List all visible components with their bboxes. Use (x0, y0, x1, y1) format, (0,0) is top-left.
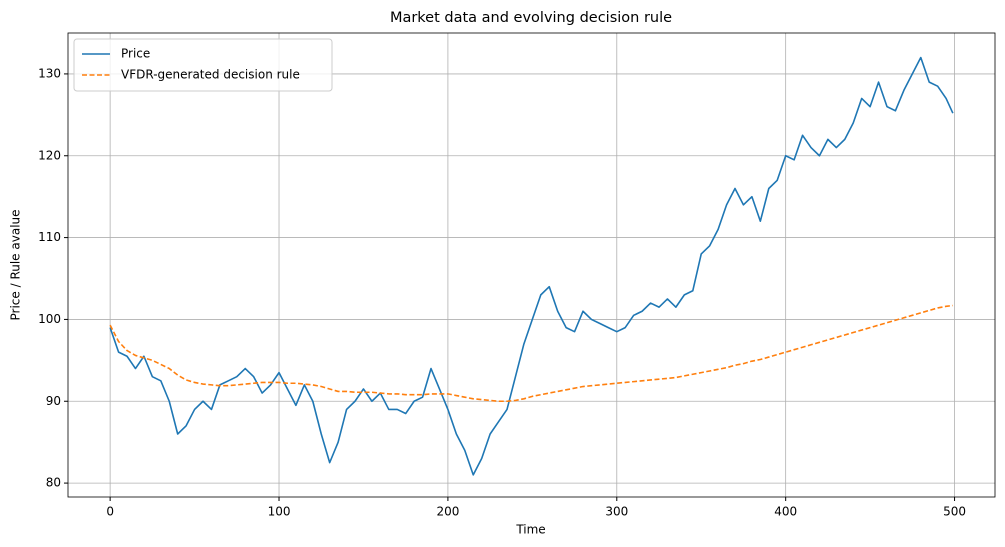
x-tick-label: 200 (436, 505, 459, 519)
legend: Price VFDR-generated decision rule (73, 38, 333, 92)
y-tick-label: 120 (38, 148, 61, 162)
y-tick-label: 90 (46, 394, 61, 408)
data-line (109, 56, 954, 476)
legend-box (73, 38, 333, 92)
y-tick-label: 130 (38, 66, 61, 80)
x-tick-label: 500 (943, 505, 966, 519)
y-tick-label: 80 (46, 476, 61, 490)
data-line (109, 304, 953, 403)
legend-label: VFDR-generated decision rule (121, 68, 300, 82)
legend-label: Price (121, 47, 150, 61)
plot-frame (67, 32, 996, 498)
x-tick-label: 0 (106, 505, 114, 519)
x-tick-label: 400 (774, 505, 797, 519)
y-axis-label: Price / Rule avalue (9, 209, 23, 320)
chart-title: Market data and evolving decision rule (390, 10, 672, 26)
y-tick-label: 110 (38, 230, 61, 244)
y-tick-label: 100 (38, 312, 61, 326)
x-axis-label: Time (515, 523, 545, 537)
x-tick-label: 300 (605, 505, 628, 519)
x-tick-label: 100 (268, 505, 291, 519)
